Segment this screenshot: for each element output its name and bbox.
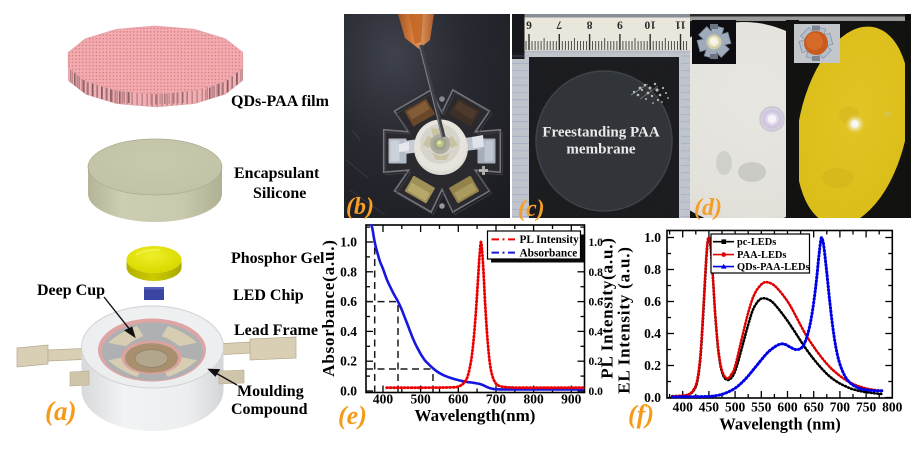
svg-text:(a): (a) xyxy=(45,396,76,426)
svg-text:pc-LEDs: pc-LEDs xyxy=(737,237,776,248)
svg-text:0.4: 0.4 xyxy=(340,324,357,339)
svg-text:800: 800 xyxy=(523,392,544,407)
svg-text:400: 400 xyxy=(373,392,394,407)
svg-text:1.0: 1.0 xyxy=(340,235,357,250)
svg-text:0.8: 0.8 xyxy=(340,264,357,279)
svg-text:7: 7 xyxy=(556,19,562,31)
svg-text:EL Intensity (a.u.): EL Intensity (a.u.) xyxy=(615,246,634,393)
svg-text:Lead Frame: Lead Frame xyxy=(234,322,318,339)
svg-text:0.0: 0.0 xyxy=(589,386,604,398)
svg-text:6: 6 xyxy=(526,19,532,31)
svg-text:1.0: 1.0 xyxy=(644,230,661,245)
svg-text:600: 600 xyxy=(448,392,469,407)
svg-text:750: 750 xyxy=(856,400,877,415)
svg-text:800: 800 xyxy=(882,400,903,415)
svg-text:(e): (e) xyxy=(338,401,367,430)
svg-text:Phosphor Gel: Phosphor Gel xyxy=(231,250,325,267)
svg-text:QDs-PAA-LEDs: QDs-PAA-LEDs xyxy=(737,262,810,273)
svg-text:0.2: 0.2 xyxy=(340,354,357,369)
svg-text:700: 700 xyxy=(486,392,507,407)
svg-text:0.8: 0.8 xyxy=(589,267,604,279)
svg-text:600: 600 xyxy=(777,400,798,415)
svg-text:900: 900 xyxy=(561,392,582,407)
svg-text:0.2: 0.2 xyxy=(644,358,661,373)
svg-text:8: 8 xyxy=(586,19,592,31)
svg-text:QDs-PAA film: QDs-PAA film xyxy=(231,93,330,110)
svg-text:0.6: 0.6 xyxy=(644,294,661,309)
svg-text:PAA-LEDs: PAA-LEDs xyxy=(737,250,786,261)
svg-text:400: 400 xyxy=(673,400,694,415)
svg-text:1.0: 1.0 xyxy=(589,237,604,249)
svg-text:(f): (f) xyxy=(628,400,654,429)
svg-text:Silicone: Silicone xyxy=(253,185,306,202)
svg-text:550: 550 xyxy=(751,400,772,415)
svg-text:LED Chip: LED Chip xyxy=(233,287,304,304)
svg-text:0.6: 0.6 xyxy=(589,297,604,309)
svg-text:0.4: 0.4 xyxy=(589,326,604,338)
svg-text:Encapsulant: Encapsulant xyxy=(234,165,320,182)
svg-text:Deep Cup: Deep Cup xyxy=(37,282,105,299)
svg-text:700: 700 xyxy=(830,400,851,415)
svg-text:Absorbance(a.u.): Absorbance(a.u.) xyxy=(319,239,338,376)
svg-text:0.0: 0.0 xyxy=(340,384,357,399)
svg-text:0.8: 0.8 xyxy=(644,262,661,277)
svg-text:Compound: Compound xyxy=(231,401,308,418)
svg-text:0.6: 0.6 xyxy=(340,294,357,309)
svg-text:PL Intensity: PL Intensity xyxy=(520,234,580,246)
svg-text:Moulding: Moulding xyxy=(237,383,304,400)
svg-text:0.4: 0.4 xyxy=(644,326,661,341)
svg-text:11: 11 xyxy=(675,19,686,31)
svg-text:10: 10 xyxy=(644,19,656,31)
svg-text:Wavelength(nm): Wavelength(nm) xyxy=(415,406,536,425)
svg-text:PL Intensity(a.u.): PL Intensity(a.u.) xyxy=(598,237,617,378)
svg-text:500: 500 xyxy=(410,392,431,407)
svg-text:500: 500 xyxy=(725,400,746,415)
svg-text:9: 9 xyxy=(617,19,623,31)
svg-text:0.0: 0.0 xyxy=(644,390,661,405)
svg-text:Wavelength (nm): Wavelength (nm) xyxy=(719,415,840,434)
svg-text:Absorbance: Absorbance xyxy=(520,247,578,259)
svg-text:0.2: 0.2 xyxy=(589,356,604,368)
svg-text:650: 650 xyxy=(804,400,825,415)
svg-text:450: 450 xyxy=(699,400,720,415)
